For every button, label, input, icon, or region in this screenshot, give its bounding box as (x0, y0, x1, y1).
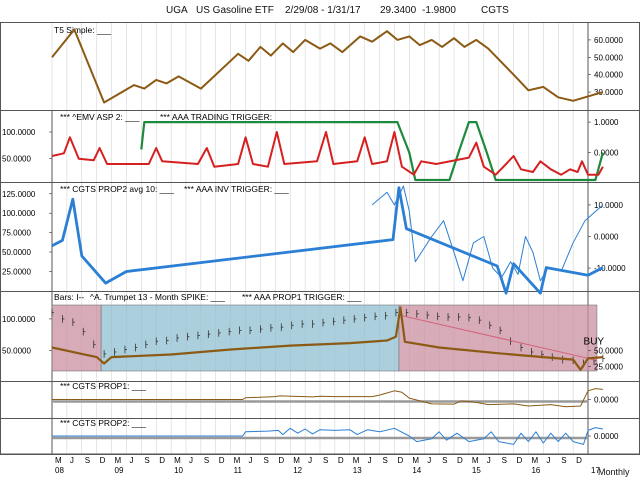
month-tick: M (531, 456, 538, 465)
month-tick: M (472, 456, 479, 465)
month-tick: J (70, 456, 74, 465)
panel-legend: *** CGTS PROP1: ___ (60, 381, 146, 391)
tick-label: 100.0000 (2, 315, 36, 324)
tick-label: 30.0000 (594, 88, 623, 97)
month-tick: S (323, 456, 328, 465)
month-tick: J (308, 456, 312, 465)
month-tick: D (159, 456, 165, 465)
year-tick: 09 (115, 466, 124, 475)
month-tick: S (204, 456, 209, 465)
panel-legend: Bars: I-- (54, 292, 84, 302)
tick-label: 50.0000 (2, 347, 31, 356)
year-tick: 13 (353, 466, 362, 475)
prop2-avg-line (51, 186, 604, 295)
year-tick: 16 (531, 466, 540, 475)
tick-label: 60.0000 (594, 36, 623, 45)
date-range: 2/29/08 - 1/31/17 (285, 5, 361, 16)
prop2-line (52, 427, 603, 445)
month-tick: J (427, 456, 431, 465)
panel-legend: *** AAA INV TRIGGER: ___ (184, 184, 289, 194)
tick-label: 50.0000 (2, 248, 31, 257)
panel-legend: *** ^EMV ASP 2: ___ (60, 112, 140, 122)
tick-label: 50.0000 (594, 53, 623, 62)
year-tick: 12 (293, 466, 302, 475)
year-tick: 11 (234, 466, 243, 475)
tick-label: 40.0000 (594, 71, 623, 80)
month-tick: S (502, 456, 507, 465)
emv-line (51, 131, 604, 176)
shaded-zone (51, 304, 102, 372)
month-tick: D (517, 456, 523, 465)
month-tick: S (144, 456, 149, 465)
tick-label: 0.0000 (594, 396, 619, 405)
indicator-symbol: CGTS (481, 5, 509, 16)
symbol-label: UGA (166, 5, 188, 16)
month-tick: S (85, 456, 90, 465)
tick-label: 10.0000 (594, 201, 623, 210)
month-tick: J (249, 456, 253, 465)
tick-label: 100.0000 (2, 128, 36, 137)
month-tick: D (219, 456, 225, 465)
security-name: US Gasoline ETF (196, 5, 274, 16)
year-tick: 17 (591, 466, 600, 475)
panel-legend: *** CGTS PROP2 avg 10: ___ (60, 184, 174, 194)
month-tick: D (100, 456, 106, 465)
year-tick: 15 (472, 466, 481, 475)
month-tick: D (397, 456, 403, 465)
price-line (51, 28, 604, 104)
year-tick: 14 (412, 466, 421, 475)
panel-legend: *** CGTS PROP2: ___ (60, 418, 146, 428)
trading-trigger-line (140, 121, 604, 182)
trumpet-trend-line (401, 315, 598, 361)
panel-legend: T5 Simple: ___ (54, 25, 111, 35)
month-tick: M (353, 456, 360, 465)
month-tick: J (129, 456, 133, 465)
chart-header: UGA US Gasoline ETF 2/29/08 - 1/31/17 29… (0, 0, 640, 22)
month-tick: S (442, 456, 447, 465)
month-tick: M (115, 456, 122, 465)
price-change: -1.9800 (422, 5, 456, 16)
year-tick: 10 (174, 466, 183, 475)
buy-annotation: BUY (584, 336, 605, 347)
tick-label: 0.0000 (594, 233, 619, 242)
tick-label: 0.0000 (594, 432, 619, 441)
panel-legend: ^A. Trumpet 13 - Month SPIKE: ___ (90, 292, 225, 302)
year-tick: 08 (55, 466, 64, 475)
prop1-line (52, 388, 603, 408)
shaded-zone (100, 304, 400, 372)
month-tick: S (561, 456, 566, 465)
tick-label: 25.0000 (2, 267, 31, 276)
month-tick: M (234, 456, 241, 465)
month-tick: J (546, 456, 550, 465)
tick-label: 50.0000 (594, 347, 623, 356)
last-price: 29.3400 (380, 5, 417, 16)
month-tick: M (412, 456, 419, 465)
tick-label: 1.0000 (594, 118, 619, 127)
month-tick: J (189, 456, 193, 465)
tick-label: 125.0000 (2, 190, 36, 199)
tick-label: 25.0000 (594, 363, 623, 372)
tick-label: 100.0000 (2, 209, 36, 218)
month-tick: D (278, 456, 284, 465)
inv-trigger-line (371, 185, 604, 282)
panel-legend: *** AAA TRADING TRIGGER: ___ (160, 112, 289, 122)
month-tick: S (263, 456, 268, 465)
month-tick: M (174, 456, 181, 465)
month-tick: M (293, 456, 300, 465)
month-tick: J (368, 456, 372, 465)
tick-label: 0.0000 (594, 149, 619, 158)
trumpet-price-line (51, 306, 603, 371)
month-tick: S (383, 456, 388, 465)
month-tick: J (487, 456, 491, 465)
month-tick: D (457, 456, 463, 465)
month-tick: M (55, 456, 62, 465)
month-tick: D (338, 456, 344, 465)
tick-label: -10.0000 (594, 264, 626, 273)
interval-label: Monthly (598, 467, 630, 477)
tick-label: 50.0000 (2, 155, 31, 164)
panel-legend: *** AAA PROP1 TRIGGER: ___ (242, 292, 362, 302)
month-tick: D (576, 456, 582, 465)
tick-label: 75.0000 (2, 229, 31, 238)
